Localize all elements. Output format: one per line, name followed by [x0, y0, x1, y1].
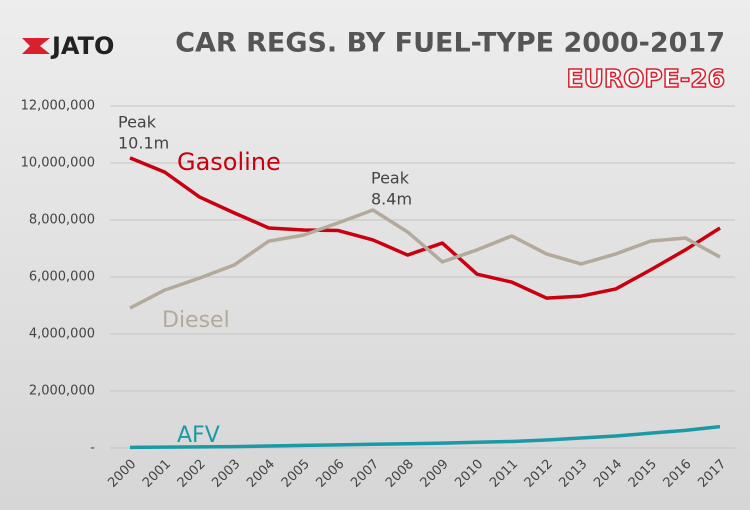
y-tick-label: 12,000,000 [21, 99, 95, 114]
y-tick-label: 10,000,000 [21, 156, 95, 171]
series-label: Diesel [162, 308, 230, 333]
chart-subtitle: EUROPE-26 [567, 64, 725, 93]
y-tick-label: - [90, 441, 95, 456]
logo: JATO [50, 32, 114, 60]
series-label: Gasoline [177, 148, 281, 176]
series-label: AFV [177, 423, 220, 448]
annotation: 8.4m [371, 190, 412, 209]
annotation: 10.1m [118, 134, 169, 153]
y-tick-label: 4,000,000 [29, 327, 95, 342]
y-tick-label: 6,000,000 [29, 270, 95, 285]
y-tick-label: 2,000,000 [29, 384, 95, 399]
logo-icon [22, 38, 50, 54]
line [129, 208, 721, 310]
annotation: Peak [371, 169, 410, 188]
annotation: Peak [118, 113, 157, 132]
line [129, 424, 721, 450]
chart-title: CAR REGS. BY FUEL-TYPE 2000-2017 [175, 28, 725, 59]
y-tick-label: 8,000,000 [29, 213, 95, 228]
